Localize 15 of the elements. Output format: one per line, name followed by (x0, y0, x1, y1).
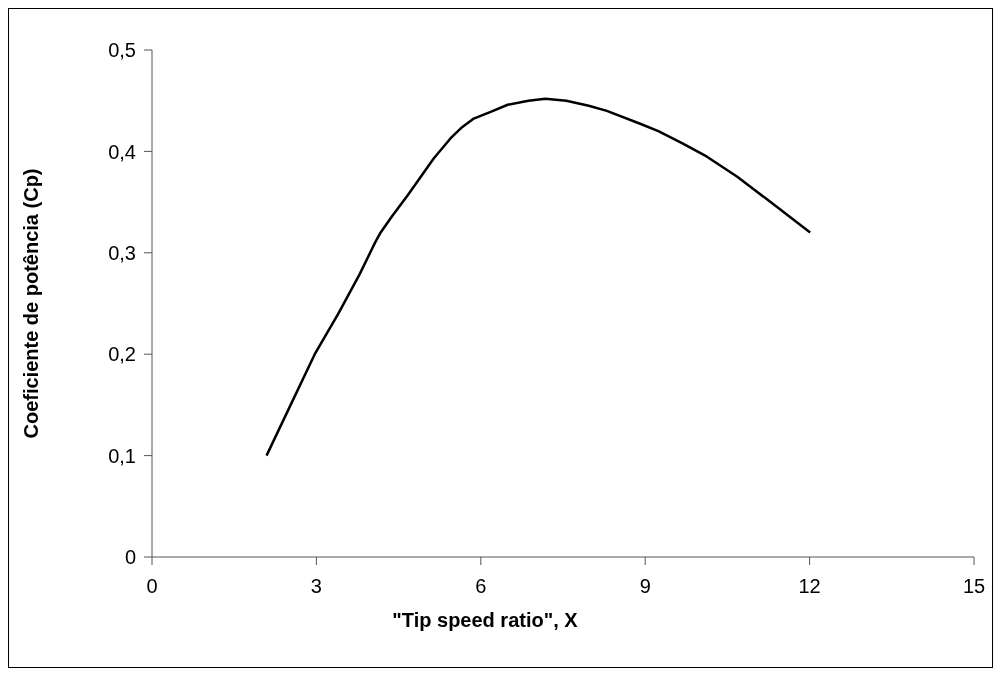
y-axis-title: Coeficiente de potência (Cp) (20, 168, 43, 439)
x-tick-label: 12 (798, 575, 821, 598)
y-tick-label: 0,2 (108, 343, 136, 366)
y-tick-label: 0,3 (108, 241, 136, 264)
x-tick-label: 0 (146, 575, 158, 598)
x-tick-label: 15 (962, 575, 986, 598)
y-tick-label: 0,4 (108, 140, 136, 163)
x-axis-title: "Tip speed ratio", X (392, 609, 579, 631)
x-tick-label: 3 (310, 575, 322, 598)
y-tick-label: 0,5 (108, 39, 136, 62)
y-tick-label: 0 (124, 546, 136, 569)
y-tick-label: 0,1 (108, 444, 136, 467)
x-tick-label: 6 (475, 575, 487, 598)
x-tick-label: 9 (639, 575, 651, 598)
line-series (265, 97, 812, 457)
